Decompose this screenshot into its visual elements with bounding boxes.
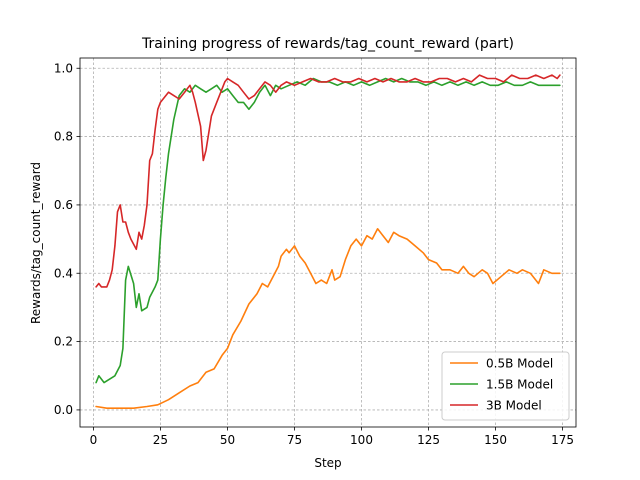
y-tick-label: 0.4 [54, 266, 73, 280]
y-axis-ticks: 0.0 0.2 0.4 0.6 0.8 1.0 [54, 61, 80, 417]
x-axis-label: Step [314, 456, 341, 470]
legend: 0.5B Model 1.5B Model 3B Model [441, 351, 570, 421]
y-tick-label: 0.0 [54, 403, 73, 417]
plot-frame [79, 57, 577, 428]
legend-box [441, 351, 570, 421]
series-lines [95, 74, 561, 409]
legend-label-0-5b-model: 0.5B Model [486, 357, 553, 371]
x-tick-label: 0 [90, 433, 98, 447]
y-tick-label: 0.2 [54, 335, 73, 349]
x-axis-ticks: 0 25 50 75 100 125 150 175 [90, 427, 574, 447]
series-line-1-5b-model [95, 77, 561, 384]
legend-label-3b-model: 3B Model [486, 399, 542, 413]
x-tick-label: 75 [287, 433, 302, 447]
series-line-0-5b-model [95, 228, 561, 409]
x-tick-label: 50 [220, 433, 235, 447]
series-line-3b-model [95, 74, 561, 288]
x-tick-label: 100 [350, 433, 373, 447]
chart-title: Training progress of rewards/tag_count_r… [141, 36, 514, 52]
y-tick-label: 0.6 [54, 198, 73, 212]
y-tick-label: 1.0 [54, 61, 73, 75]
x-tick-label: 125 [417, 433, 440, 447]
x-tick-label: 25 [153, 433, 168, 447]
y-axis-label: Rewards/tag_count_reward [29, 162, 43, 324]
x-tick-label: 175 [551, 433, 574, 447]
legend-label-1-5b-model: 1.5B Model [486, 378, 553, 392]
y-tick-label: 0.8 [54, 130, 73, 144]
x-tick-label: 150 [484, 433, 507, 447]
